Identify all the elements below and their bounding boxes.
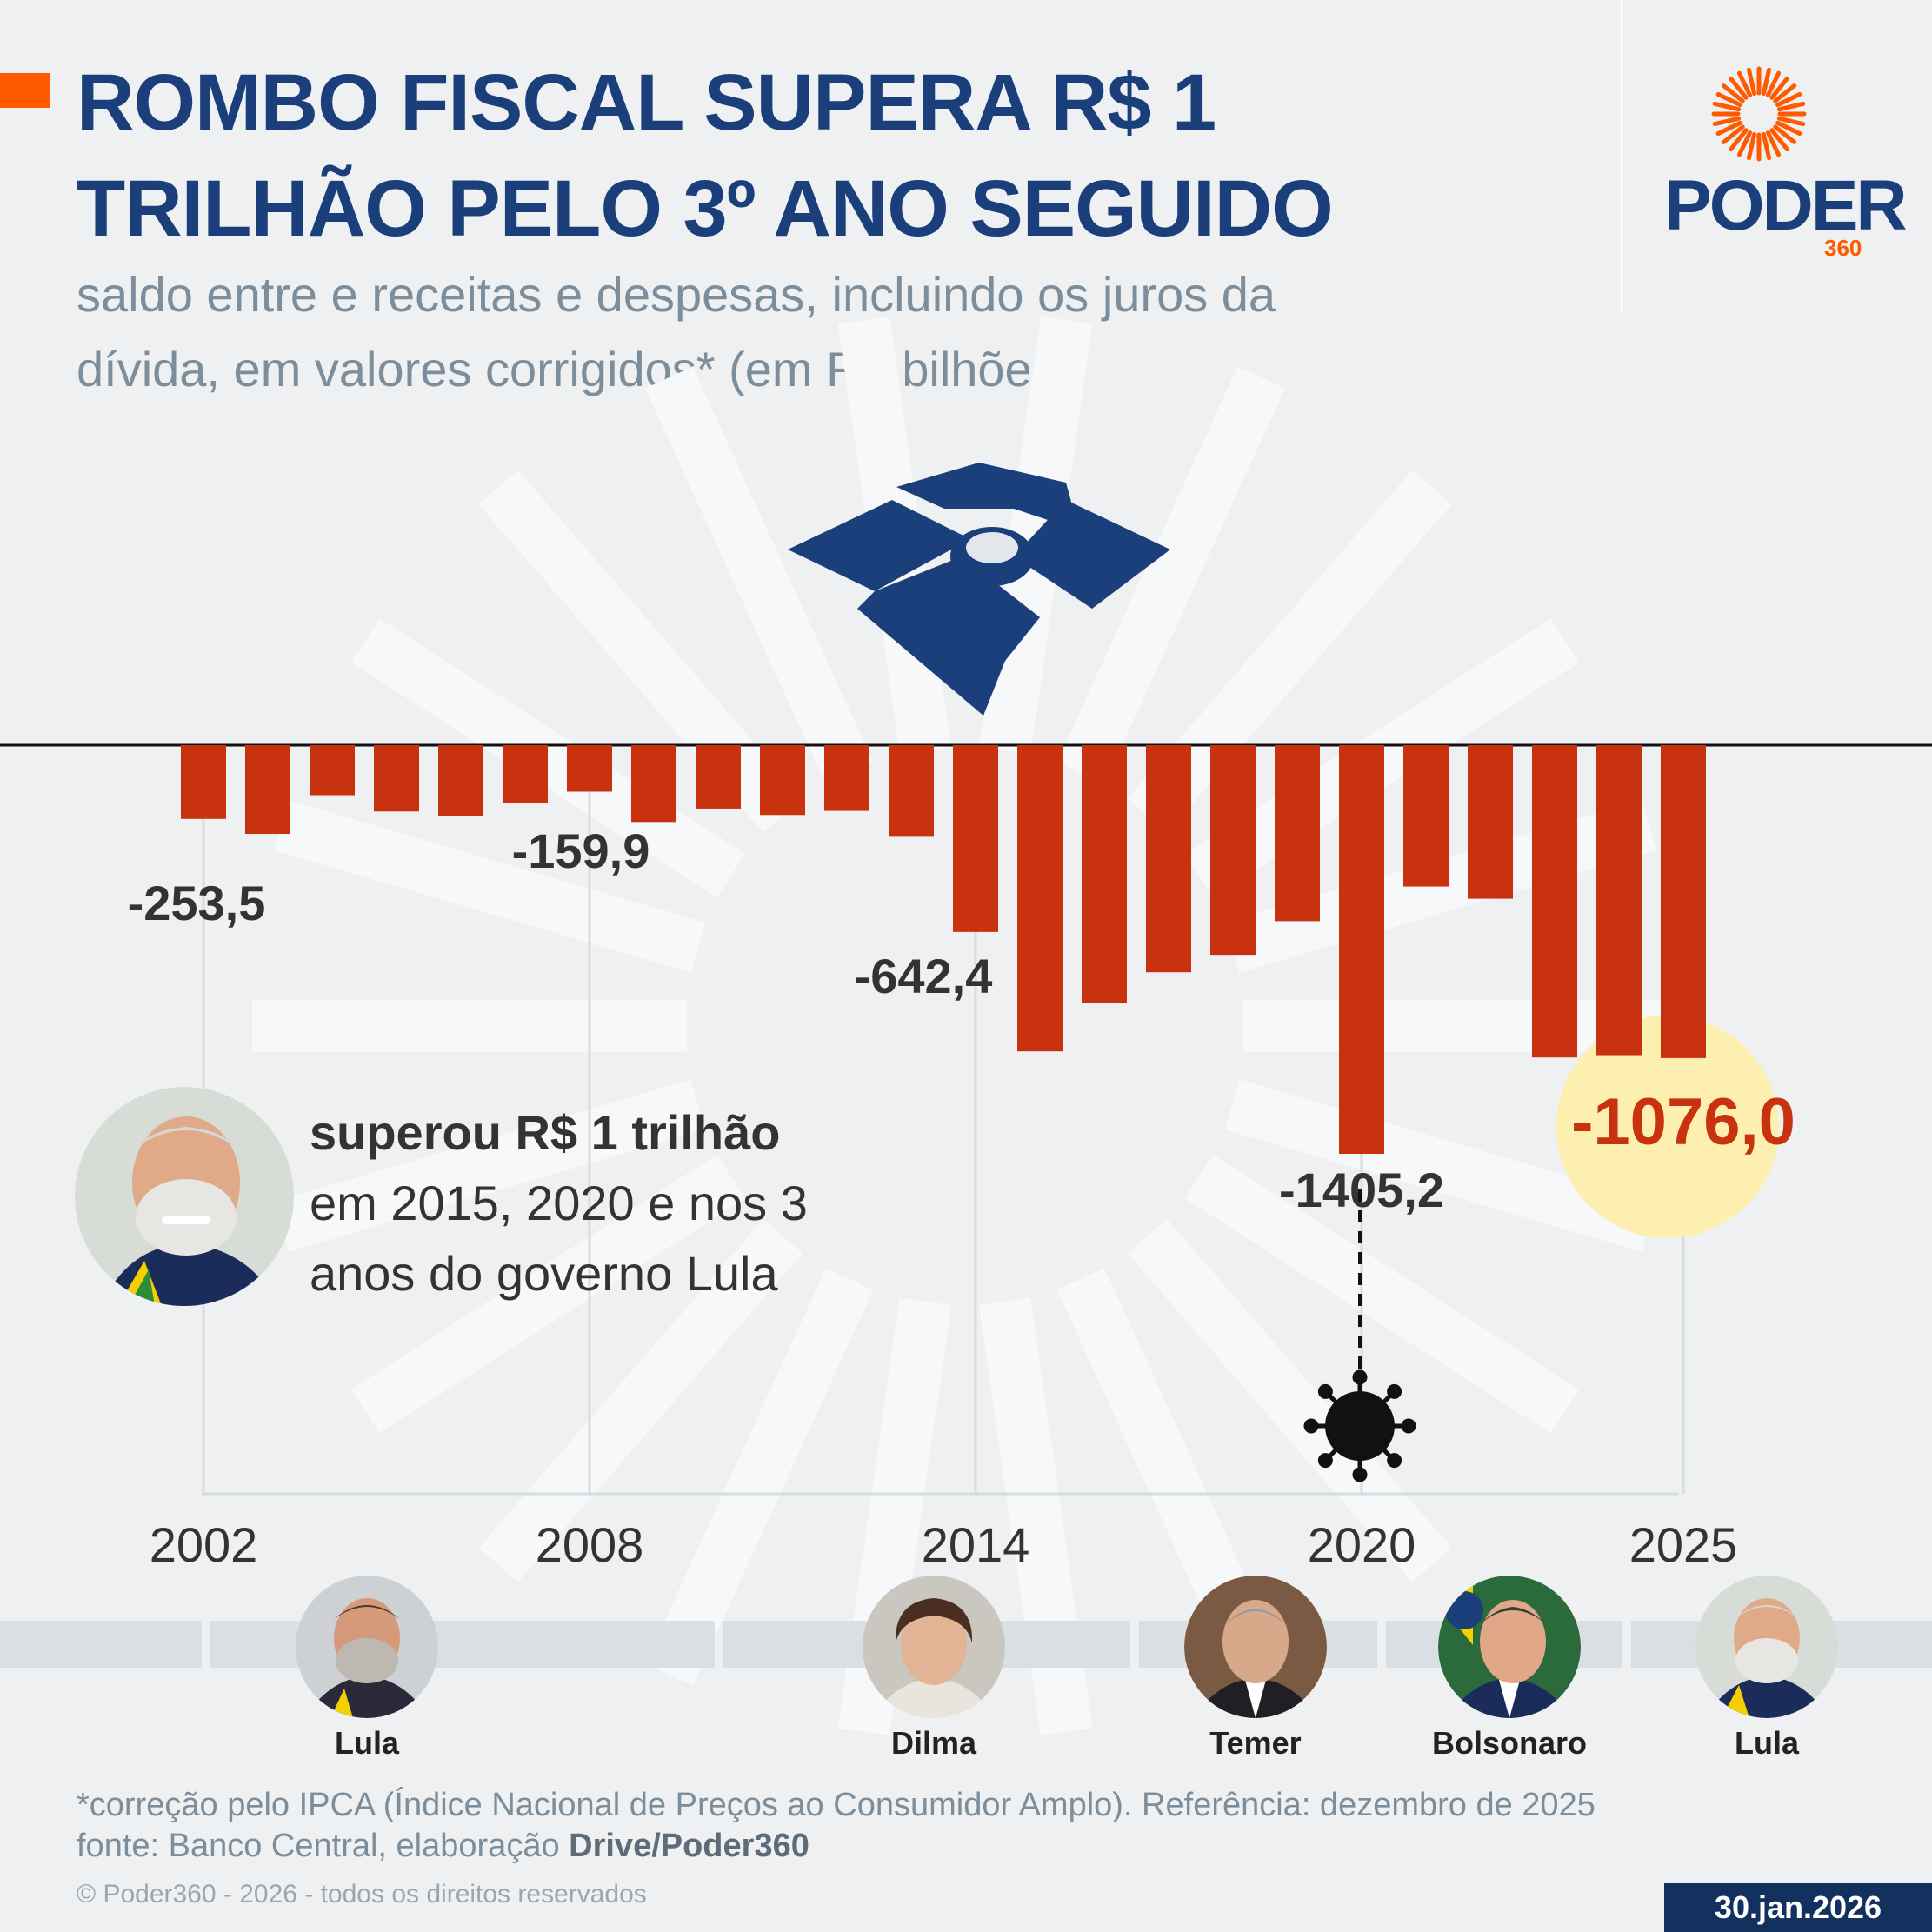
bar-2007 [503,745,548,803]
bar-2024 [1596,745,1642,1056]
bar-2017 [1146,745,1191,973]
bar-2014 [953,745,998,932]
receita-federal-logo-icon [788,463,1170,716]
subtitle-line-1: saldo entre e receitas e despesas, inclu… [77,267,1276,322]
tick-label-2008: 2008 [536,1517,644,1572]
bar-2012 [824,745,869,811]
page-title-line-1: ROMBO FISCAL SUPERA R$ 1 [77,58,1216,147]
x-axis-tick-labels: 2002 2008 2014 2020 2025 [150,1517,1738,1572]
virus-icon [1303,1369,1416,1482]
brand-logo-suffix: 360 [1824,235,1862,261]
brand-logo-text: PODER [1664,166,1908,245]
president-name-bolsonaro: Bolsonaro [1431,1725,1587,1761]
footnote-source-prefix: fonte: Banco Central, elaboração [77,1828,570,1864]
copyright: © Poder360 - 2026 - todos os direitos re… [77,1880,647,1909]
bar-2005 [374,745,419,812]
subtitle-line-2: dívida, em valores corrigidos* (em R$ bi… [77,342,1073,396]
bar-2003 [245,745,290,835]
bar-2015 [1017,745,1063,1052]
bar-2002 [181,745,226,819]
footnote-source: fonte: Banco Central, elaboração Drive/P… [77,1828,809,1865]
bar-2021 [1403,745,1449,887]
data-label-2008: -159,9 [512,823,650,878]
president-name-temer: Temer [1209,1725,1302,1761]
callout-text: superou R$ 1 trilhão em 2015, 2020 e nos… [310,1097,808,1309]
bar-2020 [1339,745,1384,1154]
page-title-line-2: TRILHÃO PELO 3º ANO SEGUIDO [77,164,1334,253]
callout-line-3: anos do governo Lula [310,1246,778,1302]
bar-2019 [1275,745,1320,922]
highlight-circle-2025 [1556,1016,1779,1238]
bar-2006 [438,745,483,816]
tick-label-2002: 2002 [150,1517,258,1572]
bar-2004 [310,745,355,796]
bar-2025 [1661,745,1706,1058]
poder360-sun-icon [1711,66,1807,162]
bar-2016 [1082,745,1127,1004]
footnote-source-bold: Drive/Poder360 [569,1828,809,1864]
data-label-2025: -1076,0 [1571,1085,1795,1159]
lula-callout-avatar [75,1087,294,1306]
bar-2023 [1532,745,1577,1058]
data-label-2014: -642,4 [855,949,993,1003]
bolsonaro-avatar [1438,1576,1581,1718]
temer-avatar [1184,1576,1327,1718]
tick-label-2020: 2020 [1308,1517,1416,1572]
callout-bold-line: superou R$ 1 trilhão [310,1105,781,1160]
bars-group [181,745,1706,1154]
bar-2022 [1468,745,1513,899]
tick-label-2014: 2014 [922,1517,1030,1572]
title-marker [0,73,50,108]
president-name-dilma: Dilma [890,1725,977,1761]
bar-2010 [696,745,741,809]
data-label-2002: -253,5 [128,876,266,930]
callout-line-2: em 2015, 2020 e nos 3 [310,1176,808,1231]
lula-avatar-2003 [296,1576,438,1718]
bar-2009 [631,745,676,823]
dilma-avatar [863,1576,1005,1718]
bar-2011 [760,745,805,816]
header-divider [1621,0,1622,313]
president-name-lula-2: Lula [1734,1725,1799,1761]
footnote-ipca: *correção pelo IPCA (Índice Nacional de … [77,1787,1596,1823]
bar-2008 [567,745,612,792]
tick-label-2025: 2025 [1629,1517,1738,1572]
president-name-lula-1: Lula [334,1725,399,1761]
date-badge: 30.jan.2026 [1664,1883,1932,1932]
bar-2018 [1210,745,1256,956]
bar-2013 [889,745,934,837]
lula-avatar-2023 [1695,1576,1838,1718]
